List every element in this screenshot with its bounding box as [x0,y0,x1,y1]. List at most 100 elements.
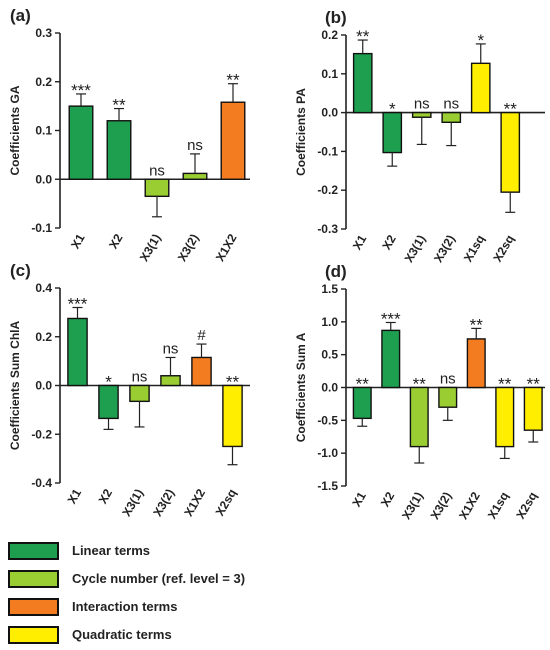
bar [470,62,491,114]
x-tick-label: X1 [68,231,88,251]
x-tick-label: X1sq [461,233,487,265]
bar [381,329,401,389]
x-tick-label: X3(1) [137,231,164,263]
y-axis-label: Coefficients PA [294,88,308,176]
legend-item-cycle: Cycle number (ref. level = 3) [8,566,388,591]
bar [495,386,515,448]
y-tick-label: -0.2 [317,183,338,197]
chart-panel-1: (a) Coefficients GA -0.1 0.0 0.1 0.2 0.3 *** X1 *… [8,6,250,264]
panel-label: (b) [325,8,347,27]
y-tick-label: 0.0 [35,379,52,393]
y-tick-label: 0.0 [321,381,338,395]
bar [160,375,181,387]
x-tick-label: X2sq [513,490,539,521]
x-tick-label: X1sq [485,490,511,521]
x-tick-label: X2sq [213,487,239,519]
significance-label: *** [68,295,88,314]
legend-item-quadratic: Quadratic terms [8,622,388,647]
y-tick-label: 0.2 [321,28,338,42]
bar [441,111,462,123]
significance-label: ns [149,162,165,179]
legend-swatch-cycle [8,569,59,588]
bar [466,338,486,389]
significance-label: ** [226,373,240,392]
y-tick-label: -0.2 [31,427,52,441]
panel-label: (c) [10,261,31,280]
x-tick-label: X3(2) [150,486,177,518]
legend-swatch-interaction [8,597,59,616]
y-tick-label: -0.5 [317,413,338,427]
panel-label: (a) [10,6,31,25]
x-tick-label: X3(2) [428,489,455,520]
bar [220,101,246,180]
bar [411,111,432,118]
y-tick-label: 1.5 [321,282,338,296]
significance-label: ns [132,369,148,386]
x-tick-label: X1 [350,232,370,252]
significance-label: ** [470,315,484,334]
significance-label: # [197,327,206,344]
y-tick-label: -0.1 [317,144,338,158]
x-tick-label: X1X2 [181,486,208,519]
bar [222,384,243,448]
legend: Linear terms Cycle number (ref. level = … [8,538,388,650]
panel-label: (d) [325,262,347,281]
x-tick-label: X2 [378,489,398,509]
x-tick-label: X2sq [490,233,516,265]
x-tick-label: X3(1) [402,232,429,264]
y-axis-label: Coefficients Sum ChlA [8,321,22,451]
chart-panel-4: (d) Coefficients Sum A -1.5 -1.0 -0.5 0.0 0.5 1… [294,262,545,520]
y-tick-label: 0.0 [321,106,338,120]
x-tick-label: X1X2 [456,489,483,520]
y-tick-label: 0.1 [321,67,338,81]
y-axis-label: Coefficients Sum A [294,332,308,442]
figure-charts: (a)Coefficients GA-0.10.00.10.20.3***X1*… [8,6,545,520]
y-tick-label: 0.5 [321,348,338,362]
bar [129,384,150,403]
bar [144,178,170,198]
significance-label: ** [498,375,512,394]
bar [500,111,521,193]
chart-panel-3: (c) Coefficients Sum ChlA -0.4 -0.2 0.0 0.2 0.… [8,261,250,519]
y-tick-label: -1.5 [317,479,338,493]
legend-item-linear: Linear terms [8,538,388,563]
significance-label: *** [381,309,401,328]
significance-label: ** [527,375,541,394]
bar [438,386,458,408]
y-axis-label: Coefficients GA [8,85,22,175]
y-tick-label: 0.4 [35,281,52,295]
significance-label: ** [226,71,240,90]
x-tick-label: X2 [96,486,116,506]
y-tick-label: -0.4 [31,476,52,490]
y-tick-label: 0.0 [35,172,52,186]
bar [409,386,429,448]
legend-swatch-quadratic [8,625,59,644]
significance-label: * [105,373,112,392]
x-tick-label: X3(1) [399,489,426,520]
y-tick-label: 0.2 [35,330,52,344]
significance-label: ns [443,96,459,113]
bar [67,317,88,387]
significance-label: *** [71,81,91,100]
bar [106,120,132,180]
bar [68,105,94,180]
significance-label: ** [413,375,427,394]
bar [523,386,543,431]
legend-item-interaction: Interaction terms [8,594,388,619]
x-tick-label: X2 [106,231,126,251]
x-tick-label: X1X2 [213,231,240,264]
significance-label: ** [112,96,126,115]
x-tick-label: X1 [349,489,369,509]
significance-label: ns [163,340,179,357]
bar [191,356,212,387]
bar [352,52,373,114]
legend-label-linear: Linear terms [72,543,151,558]
chart-panel-2: (b) Coefficients PA -0.3 -0.2 -0.1 0.0 0.1 0.2 *… [294,8,545,265]
x-tick-label: X2 [379,232,399,252]
y-tick-label: 0.2 [35,75,52,89]
significance-label: * [477,31,484,50]
y-tick-label: 0.1 [35,124,52,138]
y-tick-label: 1.0 [321,315,338,329]
x-tick-label: X3(2) [175,231,202,263]
y-tick-label: -1.0 [317,446,338,460]
